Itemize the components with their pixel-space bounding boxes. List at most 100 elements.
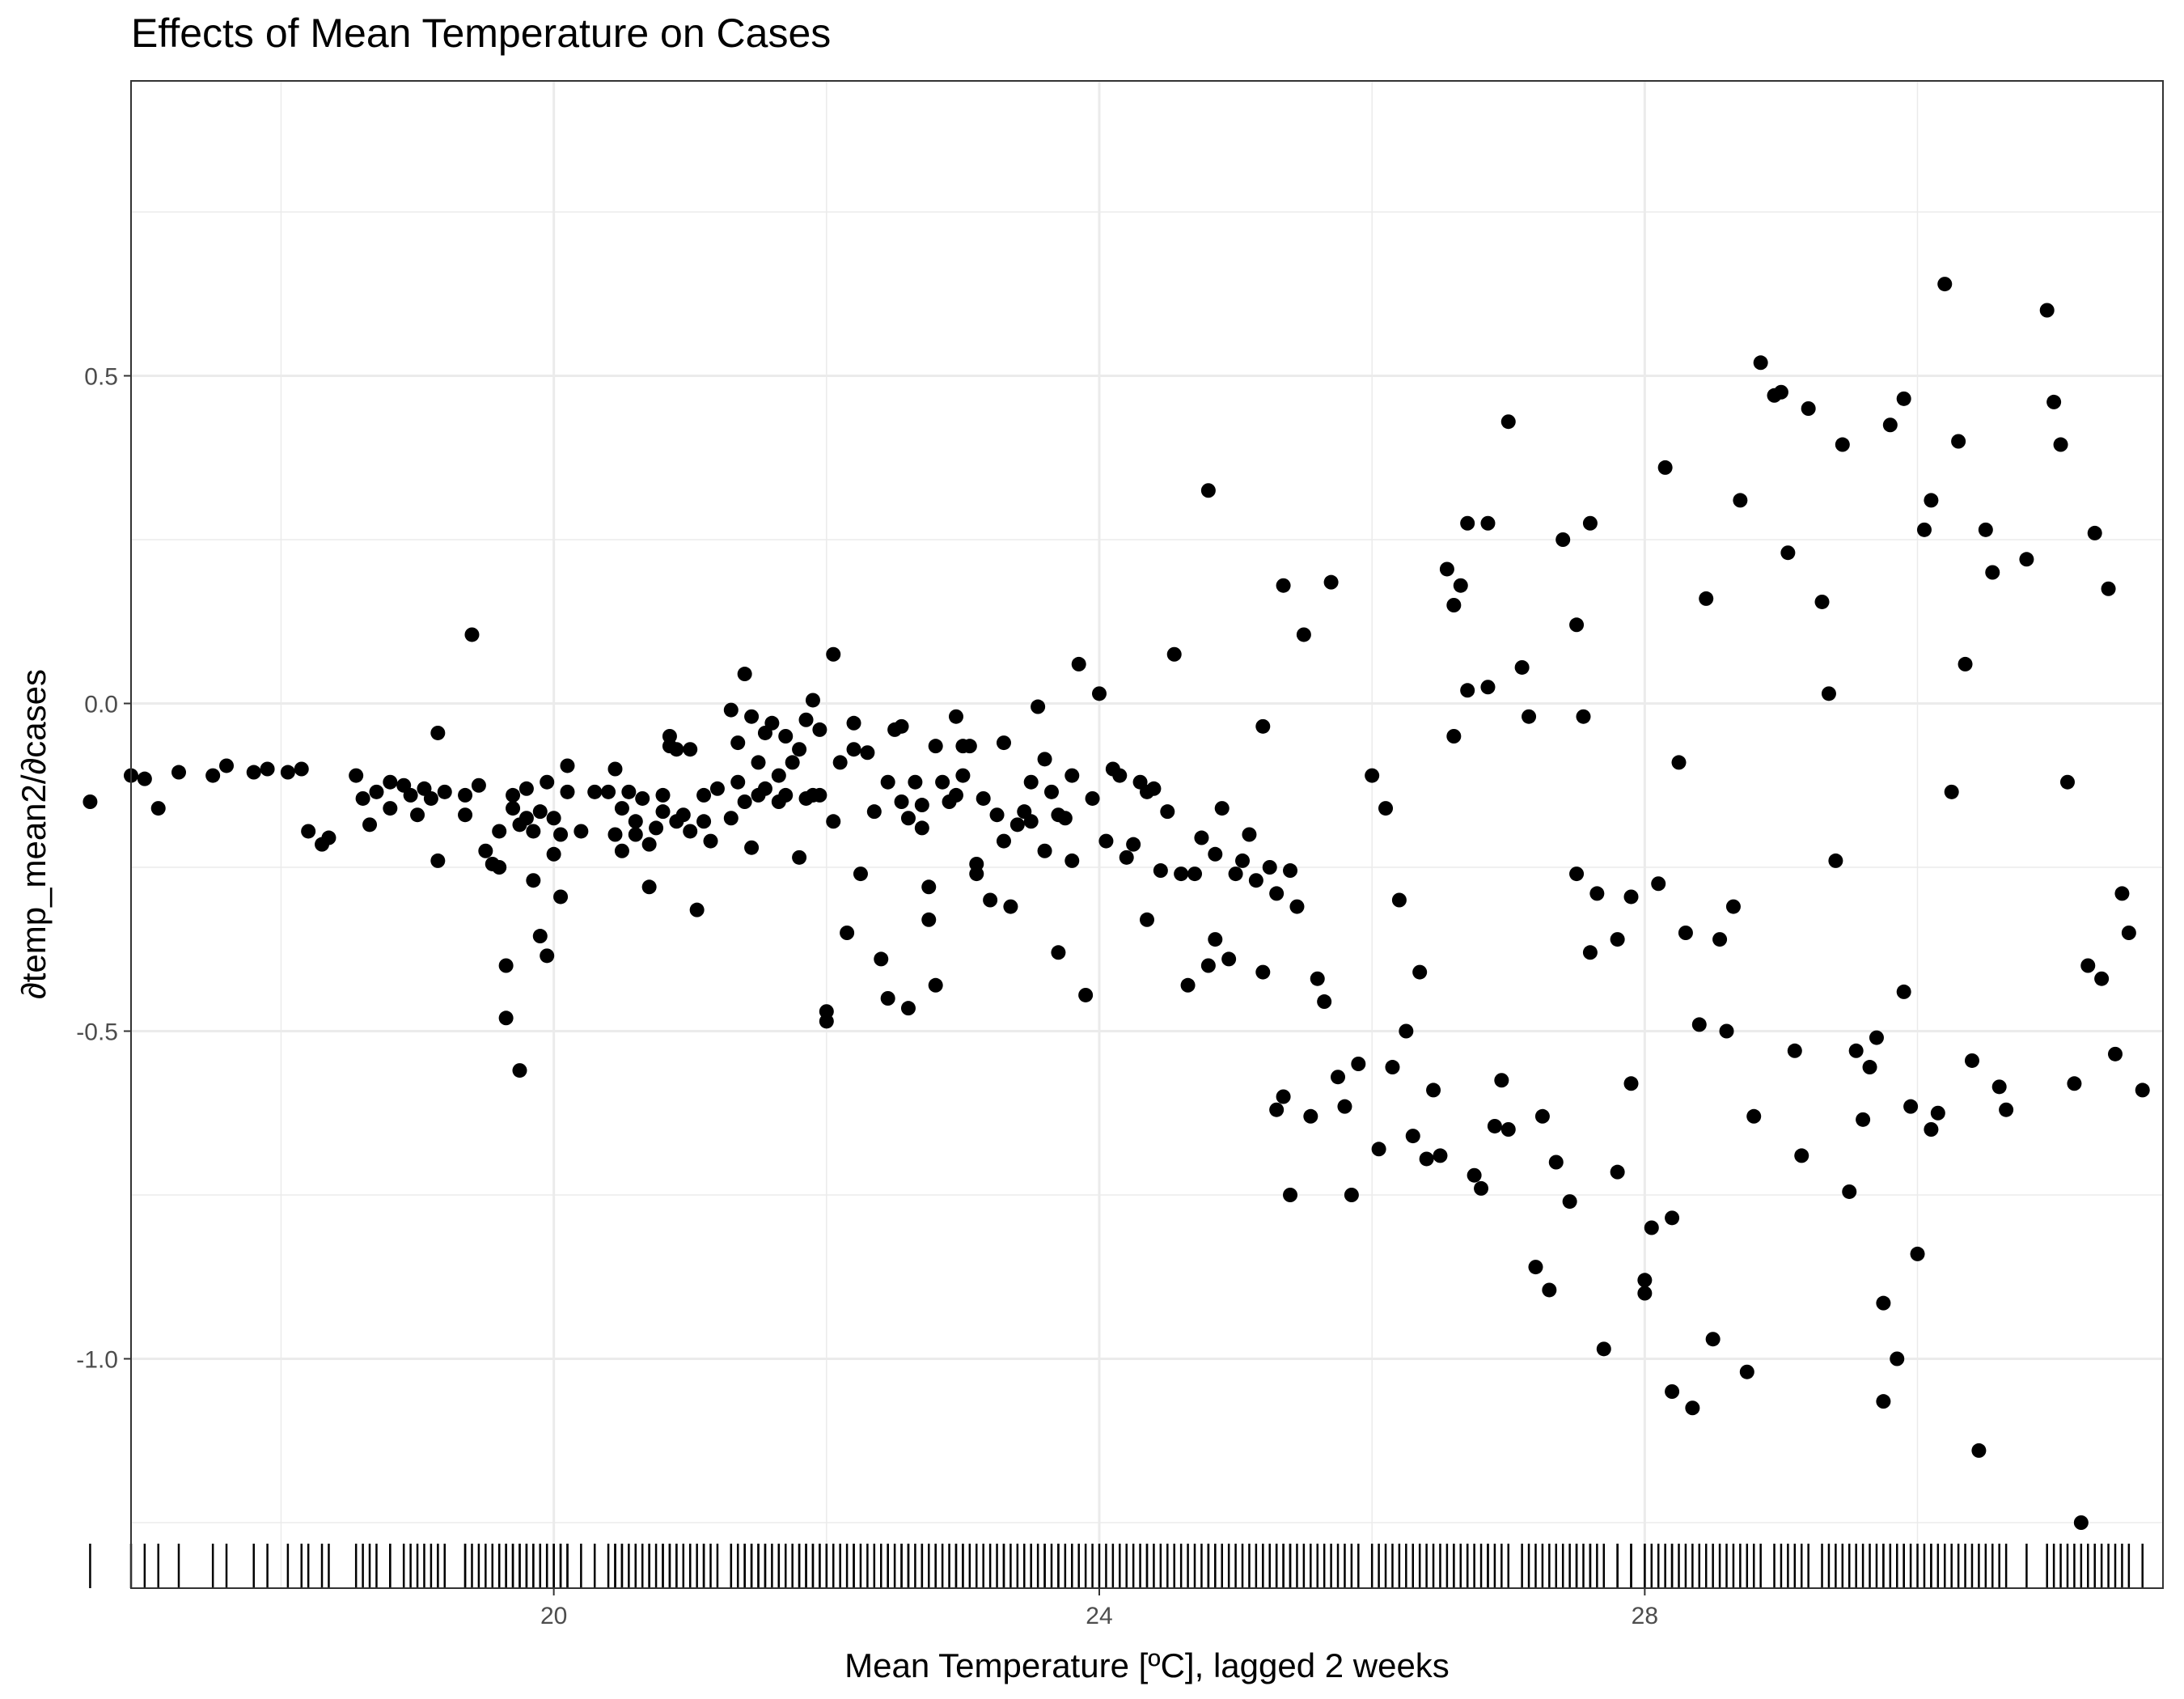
data-point <box>540 948 555 964</box>
data-point <box>1337 1099 1352 1114</box>
data-point <box>1439 561 1454 577</box>
data-point <box>1801 401 1816 416</box>
data-point <box>137 771 152 786</box>
data-point <box>1453 578 1468 593</box>
data-point <box>369 784 384 799</box>
data-point <box>860 745 875 761</box>
data-point <box>948 787 963 803</box>
data-point <box>689 902 705 917</box>
data-point <box>2107 1046 2123 1061</box>
data-point <box>921 912 937 927</box>
data-point <box>1835 437 1850 452</box>
data-point <box>764 715 780 731</box>
data-point <box>2067 1076 2082 1091</box>
data-point <box>1494 1073 1509 1088</box>
data-point <box>1794 1148 1809 1163</box>
data-point <box>171 765 187 780</box>
data-point <box>1623 889 1639 905</box>
data-point <box>607 827 623 842</box>
data-point <box>840 926 855 940</box>
data-point <box>546 811 561 826</box>
data-point <box>1903 1099 1919 1114</box>
data-point <box>1091 686 1107 701</box>
data-point <box>928 977 943 993</box>
data-point <box>1140 912 1154 927</box>
data-point <box>1269 1102 1285 1117</box>
data-point <box>1924 1122 1939 1137</box>
data-point <box>996 735 1011 751</box>
data-point <box>969 856 984 871</box>
data-point <box>1876 1394 1891 1409</box>
data-point <box>1255 718 1271 734</box>
data-point <box>1514 659 1530 675</box>
data-point <box>532 804 548 820</box>
data-point <box>1365 768 1380 783</box>
data-point <box>464 627 480 642</box>
data-point <box>826 814 841 829</box>
data-point <box>1562 1194 1577 1210</box>
data-point <box>703 833 718 849</box>
data-point <box>518 811 534 826</box>
data-point <box>492 824 507 839</box>
data-point <box>778 787 794 803</box>
data-point <box>2059 774 2075 790</box>
y-axis-title: ∂temp_mean2/∂cases <box>15 669 53 999</box>
data-point <box>805 693 820 708</box>
data-point <box>1924 493 1939 508</box>
data-point <box>723 811 739 826</box>
data-point <box>1235 853 1251 868</box>
data-point <box>1876 1295 1891 1311</box>
data-point <box>294 761 309 777</box>
x-axis-ticks: 20 24 28 <box>540 1588 1658 1629</box>
data-point <box>2039 303 2055 318</box>
data-point <box>1248 873 1263 888</box>
data-point <box>1937 277 1953 292</box>
data-point <box>383 774 398 790</box>
data-point <box>260 761 275 777</box>
data-point <box>1208 846 1223 862</box>
data-point <box>744 709 760 724</box>
data-point <box>1869 1030 1884 1045</box>
data-point <box>1023 814 1039 829</box>
data-point <box>1405 1129 1420 1144</box>
data-point <box>737 794 752 809</box>
data-point <box>1460 683 1475 698</box>
data-point <box>1548 1155 1564 1170</box>
data-point <box>560 758 575 773</box>
data-point <box>1916 522 1932 537</box>
data-point <box>1951 434 1966 449</box>
data-point <box>1467 1167 1482 1183</box>
data-point <box>1023 774 1039 790</box>
data-point <box>1753 355 1768 371</box>
data-point <box>1671 755 1687 770</box>
data-point <box>1787 1043 1802 1058</box>
data-point <box>1712 932 1728 947</box>
data-point <box>532 929 548 944</box>
data-point <box>553 827 569 842</box>
data-points <box>83 277 2150 1530</box>
data-point <box>723 702 739 718</box>
rug-marks <box>89 1544 2144 1588</box>
data-point <box>1412 964 1428 980</box>
data-point <box>853 866 868 882</box>
data-point <box>1964 1053 1979 1068</box>
data-point <box>1896 391 1911 406</box>
data-point <box>1194 830 1209 845</box>
data-point <box>403 787 418 803</box>
data-point <box>1296 627 1311 642</box>
data-point <box>1419 1151 1434 1167</box>
plot-panel <box>83 80 2164 1589</box>
data-point <box>1303 1108 1318 1124</box>
data-point <box>526 824 541 839</box>
data-point <box>1651 876 1666 892</box>
data-point <box>696 787 712 803</box>
data-point <box>1576 709 1591 724</box>
data-point <box>1344 1188 1359 1202</box>
data-point <box>1208 932 1223 947</box>
data-point <box>1242 827 1257 842</box>
data-point <box>1930 1105 1945 1121</box>
data-point <box>1331 1070 1346 1085</box>
data-point <box>430 853 446 868</box>
data-point <box>362 817 378 833</box>
data-point <box>2087 525 2102 540</box>
